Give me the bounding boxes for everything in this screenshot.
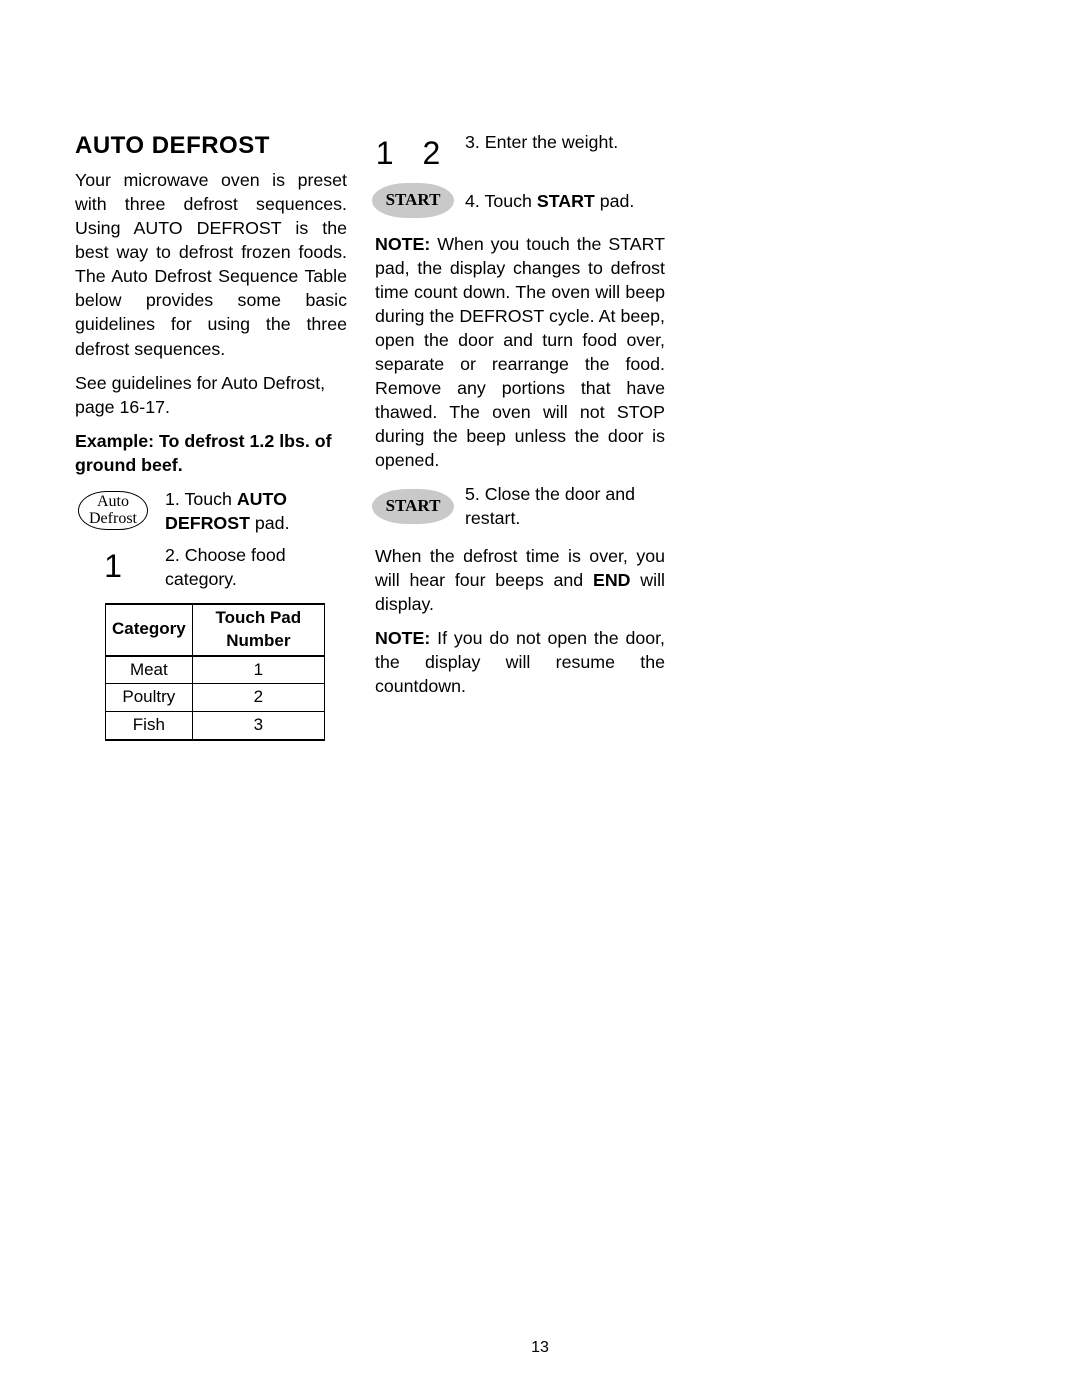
step-1-row: Auto Defrost 1. Touch AUTO DEFROST pad. xyxy=(75,487,347,535)
note-1-body: When you touch the START pad, the displa… xyxy=(375,234,665,470)
table-row: Meat 1 xyxy=(106,656,325,684)
auto-defrost-label-line1: Auto xyxy=(97,493,129,510)
start-button-label-2: START xyxy=(372,489,455,524)
note-2-paragraph: NOTE: If you do not open the door, the d… xyxy=(375,626,665,698)
start-button-label: START xyxy=(372,183,455,218)
see-guidelines-text: See guidelines for Auto Defrost, page 16… xyxy=(75,371,347,419)
note-1-label: NOTE: xyxy=(375,234,430,254)
digits-12-label: 1 2 xyxy=(376,132,450,175)
step-2-text: 2. Choose food category. xyxy=(165,543,347,591)
digit-1-label: 1 xyxy=(104,545,122,588)
auto-defrost-label-line2: Defrost xyxy=(89,510,137,527)
page-number: 13 xyxy=(0,1339,1080,1357)
table-row: Fish 3 xyxy=(106,712,325,740)
digits-12-icon: 1 2 xyxy=(375,130,451,175)
table-row: Poultry 2 xyxy=(106,684,325,712)
end-bold: END xyxy=(593,570,631,590)
header-touchpad: Touch Pad Number xyxy=(192,604,324,656)
note-2-label: NOTE: xyxy=(375,628,430,648)
cell-number: 3 xyxy=(192,712,324,740)
step-1-pre: 1. Touch xyxy=(165,489,237,509)
section-title: AUTO DEFROST xyxy=(75,130,347,162)
header-category: Category xyxy=(106,604,193,656)
start-button-icon-2: START xyxy=(375,489,451,524)
auto-defrost-button-icon: Auto Defrost xyxy=(75,491,151,531)
note-1-paragraph: NOTE: When you touch the START pad, the … xyxy=(375,232,665,472)
cell-category: Meat xyxy=(106,656,193,684)
start-button-icon: START xyxy=(375,183,451,218)
step-4-post: pad. xyxy=(595,191,635,211)
end-paragraph: When the defrost time is over, you will … xyxy=(375,544,665,616)
step-1-post: pad. xyxy=(250,513,290,533)
step-3-text: 3. Enter the weight. xyxy=(465,130,665,154)
step-3-row: 1 2 3. Enter the weight. xyxy=(375,130,665,175)
step-4-bold: START xyxy=(537,191,595,211)
example-heading: Example: To defrost 1.2 lbs. of ground b… xyxy=(75,429,347,477)
step-5-text: 5. Close the door and restart. xyxy=(465,482,665,530)
step-4-text: 4. Touch START pad. xyxy=(465,189,665,213)
step-5-row: START 5. Close the door and restart. xyxy=(375,482,665,530)
cell-number: 2 xyxy=(192,684,324,712)
left-column: AUTO DEFROST Your microwave oven is pres… xyxy=(75,130,347,741)
step-4-row: START 4. Touch START pad. xyxy=(375,183,665,218)
page-content: AUTO DEFROST Your microwave oven is pres… xyxy=(75,130,1005,741)
cell-number: 1 xyxy=(192,656,324,684)
digit-1-icon: 1 xyxy=(75,545,151,588)
table-header-row: Category Touch Pad Number xyxy=(106,604,325,656)
cell-category: Fish xyxy=(106,712,193,740)
intro-paragraph: Your microwave oven is preset with three… xyxy=(75,168,347,360)
step-1-text: 1. Touch AUTO DEFROST pad. xyxy=(165,487,347,535)
step-4-pre: 4. Touch xyxy=(465,191,537,211)
category-table: Category Touch Pad Number Meat 1 Poultry… xyxy=(105,603,325,742)
right-column: 1 2 3. Enter the weight. START 4. Touch … xyxy=(375,130,665,741)
cell-category: Poultry xyxy=(106,684,193,712)
step-2-row: 1 2. Choose food category. xyxy=(75,543,347,591)
